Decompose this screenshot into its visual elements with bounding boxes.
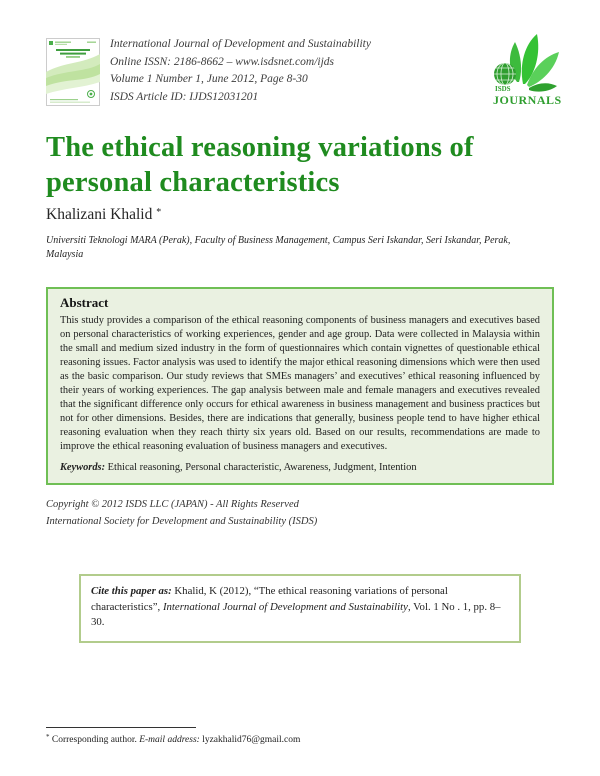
copyright-block: Copyright © 2012 ISDS LLC (JAPAN) - All … <box>46 497 317 530</box>
abstract-box: Abstract This study provides a compariso… <box>46 287 554 485</box>
footnote-divider <box>46 727 196 728</box>
copyright-line: Copyright © 2012 ISDS LLC (JAPAN) - All … <box>46 499 299 510</box>
keywords-label: Keywords: <box>60 462 106 473</box>
isds-logo-journals-text: JOURNALS <box>493 93 562 107</box>
email-address: lyzakhalid76@gmail.com <box>199 735 301 745</box>
citation-journal-name: International Journal of Development and… <box>162 600 408 613</box>
citation-text-after-journal: , Vol. 1 No . 1, pp. 8–30. <box>91 600 501 629</box>
author-footnote-mark: * <box>156 207 162 218</box>
journal-cover-thumbnail-icon <box>46 38 100 106</box>
page-title: The ethical reasoning variations of pers… <box>46 131 561 200</box>
author-affiliation: Universiti Teknologi MARA (Perak), Facul… <box>46 235 511 260</box>
abstract-heading: Abstract <box>60 295 109 310</box>
journal-article-id: ISDS Article ID: IJDS12031201 <box>110 90 259 103</box>
leaf-icon <box>527 52 559 87</box>
isds-journals-logo: ISDS JOURNALS <box>493 34 562 107</box>
journal-name: International Journal of Development and… <box>110 38 371 50</box>
keywords-value: Ethical reasoning, Personal characterist… <box>105 462 417 473</box>
citation-label: Cite this paper as: <box>91 585 172 597</box>
leaf-icon <box>521 34 539 84</box>
email-label: E-mail address: <box>139 735 200 745</box>
abstract-text: This study provides a comparison of the … <box>60 315 540 452</box>
corresponding-author-footnote: * Corresponding author. E-mail address: … <box>46 733 301 745</box>
author-name: Khalizani Khalid * <box>46 206 162 223</box>
citation-box: Cite this paper as: Khalid, K (2012), “T… <box>79 574 521 643</box>
keywords-line: Keywords: Ethical reasoning, Personal ch… <box>60 461 540 475</box>
society-line: International Society for Development an… <box>46 515 318 527</box>
footnote-mark: * <box>46 733 50 741</box>
leaf-icon <box>529 83 557 92</box>
journal-issn-line: Online ISSN: 2186-8662 – www.isdsnet.com… <box>110 55 335 68</box>
isds-logo-org-text: ISDS <box>495 85 511 93</box>
title-line-2: personal characteristics <box>46 166 340 198</box>
title-line-1: The ethical reasoning variations of <box>46 132 474 163</box>
citation-text-before-journal: Khalid, K (2012), “The ethical reasoning… <box>91 585 448 613</box>
journal-header-block: International Journal of Development and… <box>110 36 371 106</box>
journal-volume-line: Volume 1 Number 1, June 2012, Page 8-30 <box>110 73 308 85</box>
